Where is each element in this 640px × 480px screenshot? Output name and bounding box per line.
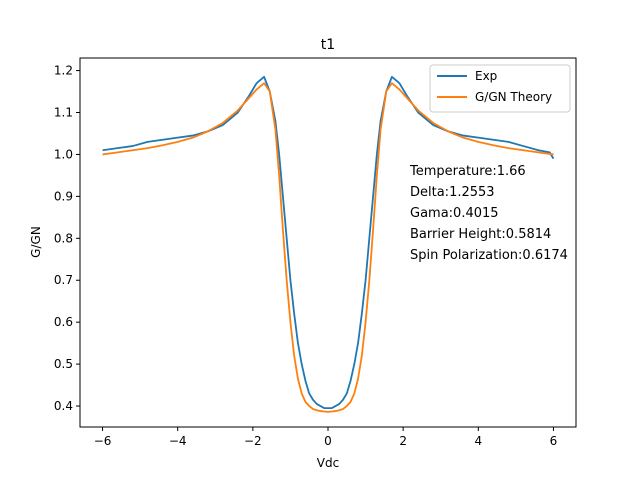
chart-title: t1 bbox=[321, 37, 335, 53]
series-line-theory bbox=[102, 82, 554, 413]
y-tick-label: 0.8 bbox=[54, 231, 73, 245]
y-tick-label: 0.4 bbox=[54, 399, 73, 413]
legend-label-theory: G/GN Theory bbox=[475, 90, 552, 104]
annotation-spin-polarization: Spin Polarization:0.6174 bbox=[410, 248, 568, 263]
y-tick-label: 0.6 bbox=[54, 315, 73, 329]
legend-label-exp: Exp bbox=[475, 69, 497, 83]
x-tick-label: −2 bbox=[244, 434, 262, 448]
y-tick-label: 0.9 bbox=[54, 189, 73, 203]
x-tick-label: −4 bbox=[169, 434, 187, 448]
y-tick-label: 1.0 bbox=[54, 147, 73, 161]
y-tick-label: 1.1 bbox=[54, 106, 73, 120]
x-tick-label: 0 bbox=[324, 434, 332, 448]
parameter-annotations: Temperature:1.66 Delta:1.2553 Gama:0.401… bbox=[409, 164, 568, 263]
x-tick-label: 2 bbox=[399, 434, 407, 448]
y-tick-label: 1.2 bbox=[54, 64, 73, 78]
x-axis: −6 −4 −2 0 2 4 6 bbox=[94, 427, 558, 448]
annotation-temperature: Temperature:1.66 bbox=[409, 164, 526, 179]
x-tick-label: −6 bbox=[94, 434, 112, 448]
series-layer bbox=[102, 75, 555, 413]
y-axis: 0.4 0.5 0.6 0.7 0.8 0.9 1.0 1.1 1.2 bbox=[54, 64, 80, 413]
annotation-gama: Gama:0.4015 bbox=[410, 206, 499, 221]
y-axis-label: G/GN bbox=[29, 226, 43, 258]
x-tick-label: 4 bbox=[474, 434, 482, 448]
x-tick-label: 6 bbox=[550, 434, 558, 448]
legend: Exp G/GN Theory bbox=[429, 64, 571, 113]
annotation-barrier-height: Barrier Height:0.5814 bbox=[410, 227, 551, 242]
x-axis-label: Vdc bbox=[317, 456, 339, 470]
y-tick-label: 0.7 bbox=[54, 273, 73, 287]
legend-box bbox=[429, 64, 571, 113]
annotation-delta: Delta:1.2553 bbox=[410, 185, 495, 200]
y-tick-label: 0.5 bbox=[54, 357, 73, 371]
